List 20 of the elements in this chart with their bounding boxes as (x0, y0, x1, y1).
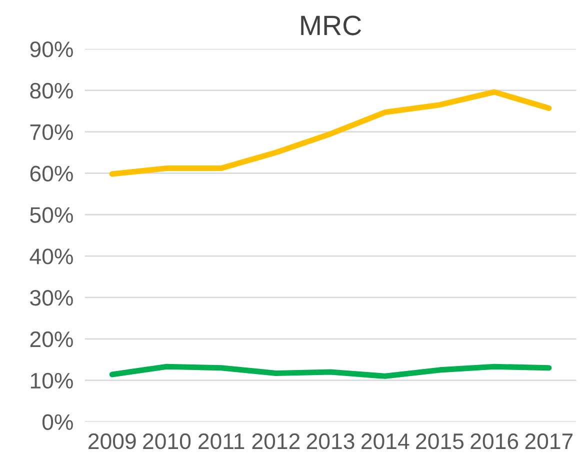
x-tick-label: 2009 (88, 433, 136, 450)
x-tick-label: 2015 (416, 433, 464, 450)
y-tick-label: 70% (30, 124, 73, 140)
y-tick-label: 50% (30, 207, 73, 223)
y-tick-label: 60% (30, 166, 73, 182)
y-tick-label: 80% (30, 82, 73, 99)
x-tick-label: 2017 (525, 433, 573, 450)
x-tick-label: 2014 (362, 433, 410, 450)
y-tick-label: 20% (30, 331, 73, 348)
y-tick-label: 0% (42, 414, 73, 430)
x-tick-label: 2013 (306, 433, 354, 450)
y-tick-label: 90% (30, 41, 73, 58)
x-tick-label: 2012 (252, 433, 300, 450)
x-tick-label: 2010 (143, 433, 191, 450)
y-tick-label: 40% (30, 248, 73, 264)
x-tick-label: 2011 (198, 433, 244, 450)
x-tick-label: 2016 (470, 433, 518, 450)
y-tick-label: 30% (30, 290, 73, 306)
chart-title: MRC (301, 16, 362, 36)
y-tick-label: 10% (30, 372, 73, 389)
